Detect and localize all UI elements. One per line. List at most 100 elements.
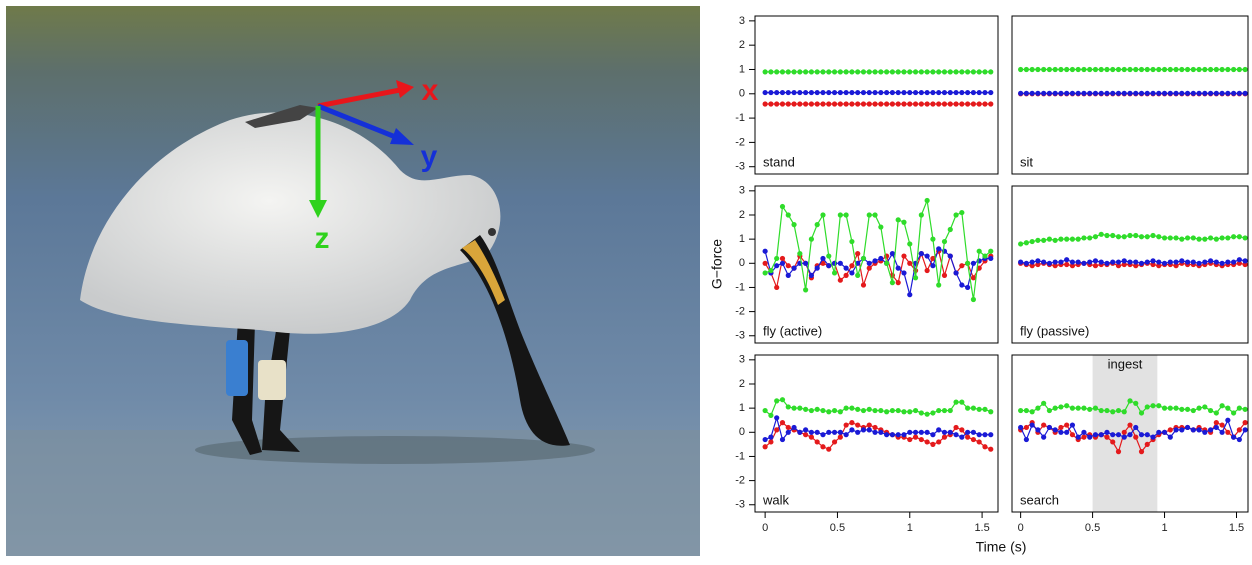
- data-point: [820, 101, 826, 107]
- data-point: [774, 255, 780, 262]
- data-point: [855, 406, 861, 412]
- data-point: [970, 69, 977, 75]
- data-point: [947, 407, 953, 414]
- data-point: [1231, 90, 1237, 96]
- data-point: [774, 427, 780, 433]
- data-point: [1092, 90, 1099, 96]
- data-point: [1150, 258, 1156, 264]
- data-point: [1173, 235, 1179, 241]
- data-point: [1167, 66, 1173, 73]
- series-line: [1020, 400, 1246, 414]
- data-point: [1161, 90, 1168, 96]
- series-line: [764, 399, 991, 417]
- data-point: [779, 69, 786, 75]
- data-point: [1018, 424, 1024, 431]
- data-point: [1041, 434, 1047, 440]
- data-point: [1110, 259, 1116, 265]
- y-tick-label: -1: [735, 281, 745, 293]
- data-point: [1167, 427, 1173, 433]
- data-point: [1104, 429, 1110, 435]
- data-point: [1213, 420, 1219, 426]
- data-point: [1018, 259, 1024, 265]
- data-point: [1121, 258, 1127, 264]
- panel-title: walk: [762, 492, 790, 507]
- data-point: [1225, 417, 1231, 423]
- data-point: [1138, 432, 1145, 438]
- data-point: [855, 101, 861, 107]
- data-point: [785, 101, 791, 107]
- data-point: [1179, 66, 1185, 73]
- data-point: [1196, 90, 1202, 96]
- data-point: [774, 415, 780, 421]
- data-point: [791, 405, 797, 411]
- data-point: [1219, 429, 1225, 435]
- data-point: [924, 267, 930, 274]
- photo: x y z: [6, 6, 700, 556]
- data-point: [1058, 66, 1064, 73]
- y-axis-label: G−force: [709, 239, 725, 289]
- data-point: [797, 69, 803, 75]
- data-point: [907, 241, 913, 247]
- data-point: [762, 69, 768, 75]
- data-point: [1104, 66, 1110, 73]
- data-point: [1242, 258, 1248, 264]
- data-point: [1156, 66, 1162, 73]
- data-point: [762, 101, 768, 107]
- data-point: [918, 410, 924, 416]
- data-point: [820, 89, 826, 96]
- data-point: [1121, 434, 1127, 440]
- y-tick-label: -3: [735, 499, 745, 511]
- data-point: [797, 251, 803, 257]
- data-point: [1242, 235, 1248, 241]
- panel-frame: [1011, 185, 1249, 344]
- data-point: [959, 101, 965, 107]
- data-point: [872, 424, 878, 431]
- data-point: [1018, 407, 1024, 414]
- data-point: [918, 251, 924, 257]
- panel: walk -3 -2 -1 0 1 2 3 0 0.5 1 1.5: [735, 354, 999, 534]
- data-point: [860, 255, 867, 262]
- series-line: [1020, 259, 1246, 264]
- panel: sit: [1011, 15, 1249, 175]
- data-point: [1144, 432, 1150, 438]
- data-point: [1092, 263, 1099, 269]
- annotation: ingest: [1108, 356, 1143, 371]
- data-point: [1167, 235, 1173, 241]
- data-point: [1069, 236, 1076, 242]
- photo-eye: [488, 228, 496, 236]
- data-point: [779, 255, 786, 262]
- data-point: [895, 101, 901, 107]
- data-point: [791, 222, 797, 228]
- data-point: [1133, 66, 1139, 73]
- data-point: [895, 89, 901, 96]
- panel-frame: [754, 354, 999, 513]
- data-point: [779, 101, 786, 107]
- data-point: [1225, 235, 1231, 241]
- data-point: [831, 407, 838, 414]
- panel-title: fly (passive): [1020, 323, 1089, 338]
- data-point: [1161, 66, 1168, 73]
- data-point: [849, 405, 855, 411]
- data-point: [1184, 406, 1191, 412]
- data-point: [895, 432, 901, 438]
- data-point: [884, 409, 890, 415]
- data-point: [837, 429, 843, 435]
- data-point: [924, 429, 930, 435]
- y-tick-label: -2: [735, 475, 745, 487]
- data-point: [797, 101, 803, 107]
- data-point: [1133, 232, 1139, 239]
- data-point: [1081, 90, 1087, 96]
- data-point: [1236, 260, 1242, 266]
- data-point: [1127, 66, 1133, 73]
- data-point: [1144, 66, 1150, 73]
- data-point: [1046, 260, 1053, 266]
- data-point: [1207, 258, 1214, 264]
- data-point: [884, 432, 890, 438]
- data-point: [1133, 259, 1139, 265]
- panel: stand -3 -2 -1 0 1 2 3: [735, 15, 999, 175]
- data-point: [889, 280, 896, 286]
- data-point: [866, 427, 872, 433]
- data-point: [901, 219, 907, 225]
- data-point: [1179, 406, 1185, 412]
- data-point: [936, 246, 942, 252]
